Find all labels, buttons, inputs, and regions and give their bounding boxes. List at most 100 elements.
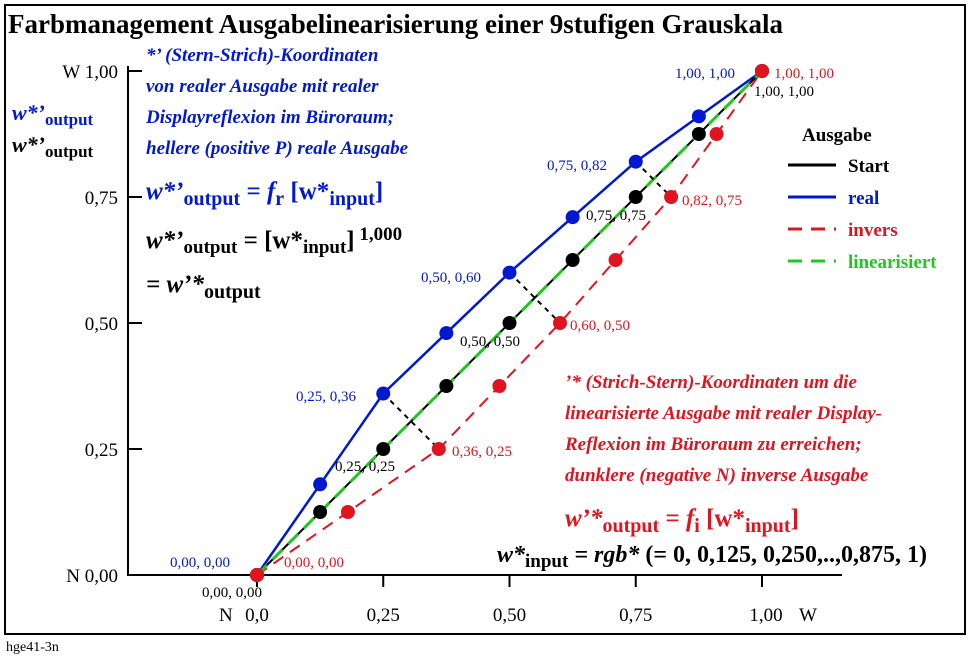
data-point-real: [502, 265, 517, 280]
formula-input-part: = rgb*: [568, 542, 640, 568]
legend-title: Ausgabe: [802, 125, 872, 146]
data-label: 0,50, 0,50: [460, 334, 520, 350]
connector-line: [635, 161, 672, 198]
formula-exponent-part: w*’: [146, 227, 184, 254]
formula-real-part: input: [329, 188, 375, 210]
annotation-blue-line: von realer Ausgabe mit realer: [146, 76, 379, 97]
formula-real-part: =: [240, 178, 267, 205]
formula-inverse-part: [w*: [700, 505, 745, 532]
formula-real-part: w*’: [146, 178, 184, 205]
annotation-red-line: ’* (Strich-Stern)-Koordinaten um die: [565, 372, 857, 393]
formula-exponent-part: input: [303, 237, 347, 258]
formula-inverse-part: i: [694, 515, 700, 537]
data-point-start: [628, 190, 643, 204]
annotation-blue-line: *’ (Stern-Strich)-Koordinaten: [146, 45, 378, 66]
data-label: 0,82, 0,75: [682, 193, 742, 209]
formula-inverse-part: input: [745, 515, 791, 537]
data-point-real: [691, 109, 706, 124]
y-tick-label: 0,25: [85, 440, 118, 461]
formula-exponent-part: 1,000: [355, 224, 403, 245]
x-tick-label: 0,50: [493, 605, 526, 626]
formula-real-part: r: [275, 188, 284, 210]
data-point-real: [313, 477, 328, 492]
data-point-invers: [755, 64, 769, 78]
formula-equals-part: = w’*: [146, 271, 204, 298]
y-tick-label: 0,75: [85, 188, 118, 209]
legend-label: Start: [848, 156, 890, 177]
annotation-red-line: dunklere (negative N) inverse Ausgabe: [565, 465, 869, 486]
x-tick-label: N: [219, 605, 233, 626]
data-point-start: [313, 505, 328, 519]
data-label: 0,25, 0,36: [296, 389, 357, 405]
data-label: 1,00, 1,00: [774, 66, 834, 82]
data-point-start: [502, 316, 517, 330]
formula-real-part: f: [267, 178, 278, 205]
data-label: 0,60, 0,50: [570, 318, 630, 334]
x-tick-label: 0,25: [367, 605, 400, 626]
data-label: 0,75, 0,82: [547, 158, 607, 174]
data-point-invers: [340, 505, 355, 519]
data-label: 0,00, 0,00: [202, 585, 262, 601]
chart-title: Farbmanagement Ausgabelinearisierung ein…: [8, 9, 784, 39]
x-tick-label: 1,00: [749, 605, 782, 626]
data-point-real: [376, 386, 391, 401]
data-label: 0,00, 0,00: [170, 555, 230, 571]
data-point-start: [439, 379, 454, 393]
y-tick-label: W 1,00: [62, 62, 118, 83]
y-axis-label-black: w*’output: [12, 132, 94, 161]
formula-real: w*’output = fr [w*input]: [146, 178, 383, 210]
data-point-start: [691, 127, 706, 141]
y-tick-label: 0,50: [85, 314, 118, 335]
legend-label: real: [848, 188, 879, 209]
legend-label: linearisiert: [848, 252, 937, 273]
y-tick-label: N 0,00: [66, 566, 118, 587]
data-label: 1,00, 1,00: [754, 84, 814, 100]
formula-input-part: w*: [497, 542, 526, 568]
figure-id: hge41-3n: [6, 640, 59, 655]
data-point-invers: [608, 253, 623, 267]
data-label: 0,50, 0,60: [421, 270, 481, 286]
formula-input-part: input: [525, 551, 569, 572]
chart-frame: [4, 4, 966, 635]
x-tick-label: 0,0: [245, 605, 269, 626]
data-label: 1,00, 1,00: [675, 66, 735, 82]
data-point-invers: [709, 127, 724, 141]
data-point-invers: [431, 442, 446, 456]
formula-input-part: (= 0, 0,125, 0,250,..,0,875, 1): [639, 542, 927, 568]
data-point-real: [439, 326, 454, 341]
y-axis-label-black-part: output: [45, 142, 94, 161]
formula-inverse-part: f: [686, 505, 697, 532]
data-point-start: [376, 442, 391, 456]
annotation-red-line: linearisierte Ausgabe mit realer Display…: [565, 403, 882, 424]
data-label: 0,36, 0,25: [452, 444, 512, 460]
data-point-invers: [250, 568, 264, 582]
data-point-real: [628, 154, 643, 169]
formula-inverse-part: output: [603, 515, 660, 537]
annotation-red-line: Reflexion im Büroraum zu erreichen;: [564, 434, 862, 455]
formula-exponent-part: output: [184, 237, 239, 258]
data-point-invers: [553, 316, 567, 330]
formula-input: w*input = rgb* (= 0, 0,125, 0,250,..,0,8…: [497, 542, 927, 572]
data-point-invers: [492, 379, 507, 393]
data-label: 0,25, 0,25: [335, 459, 395, 475]
legend-label: invers: [848, 220, 898, 241]
data-point-real: [565, 210, 580, 225]
formula-equals: = w’*output: [146, 271, 261, 303]
x-tick-label: 0,75: [619, 605, 652, 626]
annotation-blue-line: hellere (positive P) reale Ausgabe: [146, 138, 409, 159]
formula-real-part: output: [184, 188, 241, 210]
connector-line: [508, 271, 561, 324]
y-axis-label-blue: w*’output: [12, 100, 94, 129]
formula-real-part: [w*: [284, 178, 329, 205]
data-label: 0,00, 0,00: [284, 555, 344, 571]
formula-equals-part: output: [204, 281, 261, 303]
annotation-blue-line: Displayreflexion im Büroraum;: [145, 107, 394, 128]
series-line-invers: [256, 70, 763, 576]
y-axis-label-blue-part: w*’: [12, 100, 45, 125]
data-point-invers: [664, 190, 679, 204]
formula-exponent-part: = [w*: [237, 227, 303, 254]
x-tick-label: W: [799, 605, 817, 626]
connector-line: [382, 392, 440, 450]
y-axis-label-blue-part: output: [45, 110, 94, 129]
